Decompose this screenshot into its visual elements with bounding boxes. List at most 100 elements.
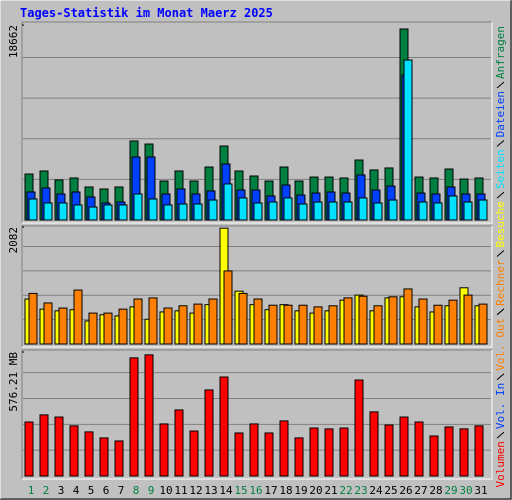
x-tick-label: 18 — [279, 484, 292, 497]
bar — [28, 198, 38, 221]
legend-label: Besuche — [494, 201, 507, 247]
bar — [43, 202, 53, 221]
bar — [429, 435, 439, 477]
x-tick-label: 28 — [429, 484, 442, 497]
x-tick-label: 25 — [384, 484, 397, 497]
bar — [268, 304, 278, 345]
bar — [129, 357, 139, 477]
x-tick-label: 11 — [174, 484, 187, 497]
bar — [159, 423, 169, 477]
panel-shadow — [21, 21, 492, 223]
bar — [28, 292, 38, 345]
bar — [313, 201, 323, 221]
bar — [178, 305, 188, 345]
bar — [418, 201, 428, 221]
bar — [433, 202, 443, 221]
bar — [178, 203, 188, 221]
x-tick-label: 30 — [459, 484, 472, 497]
x-tick-label: 14 — [219, 484, 233, 497]
bar — [54, 416, 64, 477]
x-tick-label: 23 — [354, 484, 367, 497]
legend-label: Rechner — [494, 259, 507, 306]
bar — [189, 430, 199, 477]
panel-light — [22, 22, 493, 224]
bar — [264, 432, 274, 477]
x-tick-label: 9 — [148, 484, 155, 497]
x-tick-label: 4 — [73, 484, 80, 497]
bar — [403, 288, 413, 345]
x-tick-label: 15 — [234, 484, 247, 497]
bar — [369, 411, 379, 477]
bar — [463, 294, 473, 345]
bar — [253, 202, 263, 221]
bar — [309, 427, 319, 477]
bar — [174, 409, 184, 477]
bar — [88, 206, 98, 221]
bar — [448, 299, 458, 345]
bar — [208, 298, 218, 345]
bar — [163, 204, 173, 221]
legend-separator — [496, 191, 505, 199]
chart-title: Tages-Statistik im Monat Maerz 2025 — [20, 6, 273, 20]
panel-light — [22, 226, 493, 348]
bar — [478, 303, 488, 345]
x-tick-label: 2 — [43, 484, 50, 497]
y-tick-label: 18662 — [7, 25, 20, 58]
x-tick-label: 6 — [103, 484, 110, 497]
x-tick-label: 16 — [249, 484, 262, 497]
x-tick-label: 12 — [189, 484, 202, 497]
legend-label: Seiten — [494, 149, 507, 189]
bar — [463, 201, 473, 221]
bar — [148, 198, 158, 221]
bar — [478, 199, 488, 221]
bar — [43, 302, 53, 345]
bar — [103, 204, 113, 221]
y-tick-label: 2082 — [7, 227, 20, 254]
bar — [24, 421, 34, 477]
x-tick-label: 26 — [399, 484, 412, 497]
bar — [459, 428, 469, 477]
bar — [283, 304, 293, 345]
legend-separator — [496, 308, 505, 316]
bar — [294, 437, 304, 477]
bar — [373, 202, 383, 221]
bar — [268, 201, 278, 221]
panel-shadow — [21, 225, 492, 347]
x-tick-label: 20 — [309, 484, 322, 497]
y-tick-label: 576.21 MB — [7, 352, 20, 412]
x-tick-label: 1 — [28, 484, 35, 497]
legend-label: Volumen — [494, 441, 507, 487]
legend-label: Dateien — [494, 91, 507, 137]
bar — [403, 59, 413, 221]
legend-label: Vol. In — [494, 383, 507, 429]
bar — [433, 304, 443, 345]
bar — [58, 202, 68, 221]
bar — [208, 199, 218, 221]
x-tick-label: 29 — [444, 484, 457, 497]
x-tick-label: 13 — [204, 484, 217, 497]
bar — [118, 308, 128, 345]
bar — [193, 203, 203, 221]
x-tick-label: 19 — [294, 484, 307, 497]
bar — [414, 421, 424, 477]
bar — [133, 193, 143, 221]
panel-light — [22, 350, 493, 480]
bar — [298, 203, 308, 221]
x-tick-label: 17 — [264, 484, 277, 497]
bar — [388, 296, 398, 345]
bar — [238, 292, 248, 345]
bar — [99, 437, 109, 477]
bar — [114, 440, 124, 477]
bar — [354, 379, 364, 477]
bar — [88, 312, 98, 345]
bar — [223, 270, 233, 345]
legend-separator — [496, 373, 505, 381]
legend-label: Anfragen — [494, 26, 507, 79]
bar — [298, 304, 308, 345]
bar — [253, 298, 263, 345]
x-tick-label: 10 — [159, 484, 172, 497]
bar — [313, 306, 323, 345]
bar — [474, 425, 484, 477]
